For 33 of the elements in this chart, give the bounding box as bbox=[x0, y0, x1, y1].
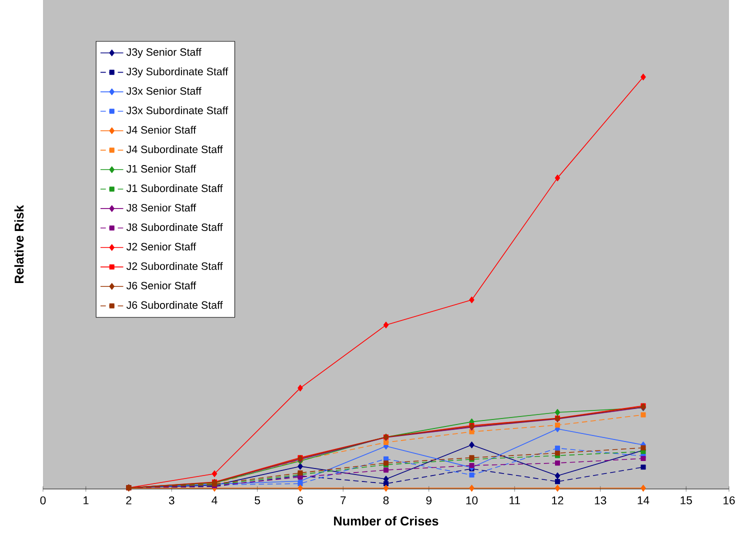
x-tick-label: 10 bbox=[466, 496, 478, 504]
x-tick-label: 9 bbox=[426, 496, 432, 504]
legend-label: J3x Senior Staff bbox=[126, 86, 202, 95]
legend-label: J1 Subordinate Staff bbox=[126, 184, 223, 192]
legend-label: J8 Subordinate Staff bbox=[126, 223, 223, 231]
x-tick-label: 14 bbox=[638, 496, 650, 504]
x-tick-label: 6 bbox=[298, 496, 303, 504]
y-axis-title: Relative Risk bbox=[14, 205, 24, 284]
legend-label: J3x Subordinate Staff bbox=[126, 106, 228, 114]
legend-label: J6 Subordinate Staff bbox=[126, 301, 223, 309]
legend-label: J4 Subordinate Staff bbox=[126, 145, 223, 154]
x-tick-label: 0 bbox=[40, 496, 46, 504]
x-tick-label: 3 bbox=[168, 496, 174, 504]
legend-label: J2 Subordinate Staff bbox=[126, 262, 223, 270]
x-tick-label: 16 bbox=[724, 496, 735, 504]
legend-label: J1 Senior Staff bbox=[126, 164, 196, 173]
legend-label: J8 Senior Staff bbox=[126, 204, 196, 212]
x-tick-label: 2 bbox=[126, 496, 132, 504]
x-tick-label: 7 bbox=[340, 496, 346, 504]
x-tick-label: 4 bbox=[212, 496, 218, 504]
x-tick-label: 15 bbox=[680, 496, 692, 504]
legend-label: J6 Senior Staff bbox=[126, 282, 196, 290]
legend-label: J3y Subordinate Staff bbox=[126, 67, 228, 78]
x-tick-label: 12 bbox=[552, 496, 564, 504]
legend-label: J4 Senior Staff bbox=[126, 126, 196, 134]
legend-label: J3y Senior Staff bbox=[126, 48, 202, 58]
x-tick-label: 13 bbox=[594, 496, 606, 504]
legend-label: J2 Senior Staff bbox=[126, 242, 196, 250]
x-tick-label: 11 bbox=[510, 496, 520, 504]
x-axis-title: Number of Crises bbox=[334, 516, 438, 526]
x-tick-label: 5 bbox=[254, 496, 260, 504]
x-tick-label: 1 bbox=[84, 496, 88, 504]
x-tick-label: 8 bbox=[383, 496, 389, 504]
